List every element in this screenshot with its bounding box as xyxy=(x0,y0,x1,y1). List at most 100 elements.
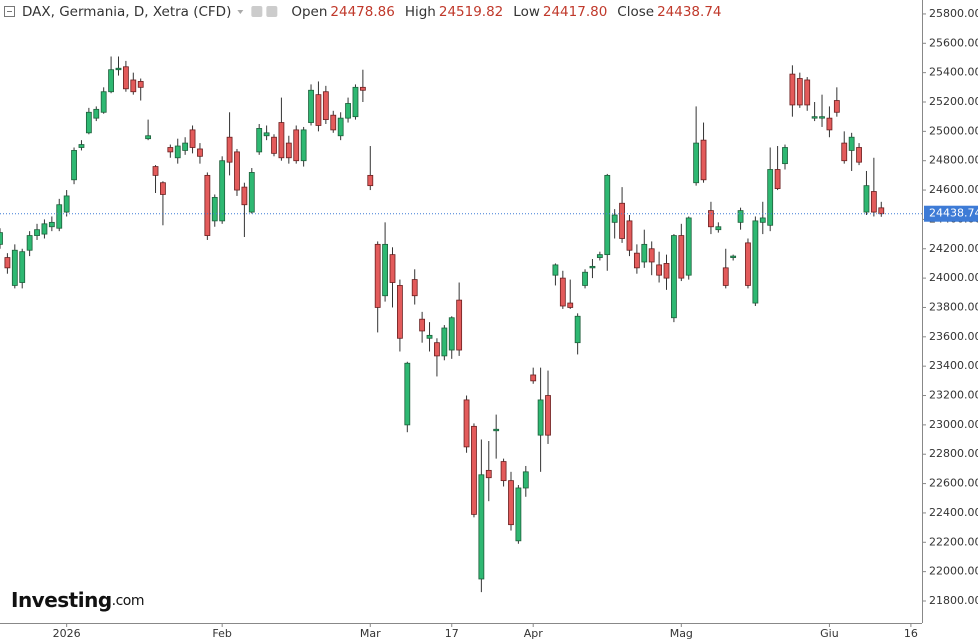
candle-body xyxy=(152,166,159,176)
candle-body xyxy=(604,174,611,256)
candle-body xyxy=(130,79,137,93)
y-tick-label: 22600.00 xyxy=(929,477,978,490)
y-tick-label: 24600.00 xyxy=(929,183,978,196)
candle-body xyxy=(248,172,255,213)
candle-body xyxy=(234,151,240,191)
y-tick-label: 23600.00 xyxy=(929,330,978,343)
candle-body xyxy=(48,221,55,228)
candle-body xyxy=(26,235,33,251)
candle-body xyxy=(567,302,574,308)
candle-body xyxy=(456,299,463,351)
candle-body xyxy=(219,160,226,222)
candle-body xyxy=(545,395,551,436)
candle-body xyxy=(71,150,77,181)
candle-body xyxy=(508,480,514,526)
candle-body xyxy=(263,132,270,137)
x-tick-label: 17 xyxy=(445,627,459,640)
candle-body xyxy=(182,142,189,151)
candle-body xyxy=(56,204,63,229)
y-tick-label: 25200.00 xyxy=(929,95,978,108)
candle-body xyxy=(448,317,455,351)
candle-body xyxy=(633,252,640,269)
candle-body xyxy=(389,254,396,283)
candle-body xyxy=(204,174,211,236)
candle-body xyxy=(108,69,114,93)
candle-body xyxy=(596,254,603,258)
candle-body xyxy=(722,267,729,286)
candle-body xyxy=(11,249,18,286)
candle-body xyxy=(122,66,129,90)
candle-body xyxy=(589,265,596,269)
candle-body xyxy=(782,147,788,165)
x-tick-label: Apr xyxy=(524,627,544,640)
y-tick-label: 22800.00 xyxy=(929,447,978,460)
candle-body xyxy=(478,474,485,580)
candle-body xyxy=(382,243,388,297)
y-tick-label: 23800.00 xyxy=(929,300,978,313)
collapse-icon[interactable] xyxy=(4,6,15,17)
candle-body xyxy=(648,248,655,263)
candle-body xyxy=(530,374,537,382)
candle-body xyxy=(419,318,426,332)
candle-body xyxy=(137,81,144,88)
candle-body xyxy=(767,169,774,226)
candle-body xyxy=(367,174,374,187)
candle-body xyxy=(293,129,300,162)
candle-body xyxy=(4,257,11,269)
candle-body xyxy=(663,263,670,279)
header: Open 24478.86 High 24519.82 Low 24417.80 Close… xyxy=(237,4,722,20)
candle-body xyxy=(804,79,811,106)
candle-body xyxy=(78,144,85,148)
candle-body xyxy=(878,207,885,215)
header-label: High xyxy=(405,4,436,20)
candle-body xyxy=(671,235,677,319)
x-tick-label: 16 xyxy=(904,627,918,640)
candle-body xyxy=(308,89,314,123)
candle-body xyxy=(271,136,277,154)
logo-suffix: .com xyxy=(112,593,144,609)
candle-body xyxy=(41,223,48,235)
candle-body xyxy=(278,122,285,159)
header-value: 24519.82 xyxy=(439,4,503,20)
candle-body xyxy=(833,100,840,113)
y-tick-label: 25400.00 xyxy=(929,66,978,79)
candle-body xyxy=(115,67,122,71)
candle-body xyxy=(411,279,418,297)
candle-body xyxy=(0,232,3,245)
candle-body xyxy=(752,220,759,304)
candle-body xyxy=(189,129,196,148)
candle-body xyxy=(678,235,685,279)
candle-body xyxy=(34,229,40,236)
header-label: Close xyxy=(617,4,654,20)
y-tick-label: 22200.00 xyxy=(929,535,978,548)
x-tick-label: Giu xyxy=(820,627,839,640)
x-tick-label: Feb xyxy=(212,627,231,640)
x-tick-label: 2026 xyxy=(53,627,81,640)
y-tick-label: 23200.00 xyxy=(929,389,978,402)
candle-body xyxy=(848,136,855,151)
header-label: Open xyxy=(291,4,327,20)
candle-body xyxy=(856,147,862,163)
y-tick-label: 24000.00 xyxy=(929,271,978,284)
candle-body xyxy=(434,342,440,357)
candle-body xyxy=(737,210,744,223)
candle-body xyxy=(819,116,825,119)
candle-body xyxy=(85,111,92,134)
candle-body xyxy=(500,461,507,482)
candle-body xyxy=(730,255,737,258)
logo: Investing.com xyxy=(11,588,144,612)
candle-body xyxy=(359,86,366,91)
candle-body xyxy=(522,471,529,489)
y-tick-label: 25800.00 xyxy=(929,7,978,20)
candle-body xyxy=(619,202,625,239)
candle-body xyxy=(582,271,588,286)
candle-body xyxy=(700,139,707,181)
dropdown-icon xyxy=(237,10,244,14)
y-tick-label: 24200.00 xyxy=(929,242,978,255)
candle-body xyxy=(441,327,448,357)
x-tick-label: Mar xyxy=(360,627,381,640)
y-tick-label: 21800.00 xyxy=(929,594,978,607)
candle-body xyxy=(574,315,581,344)
